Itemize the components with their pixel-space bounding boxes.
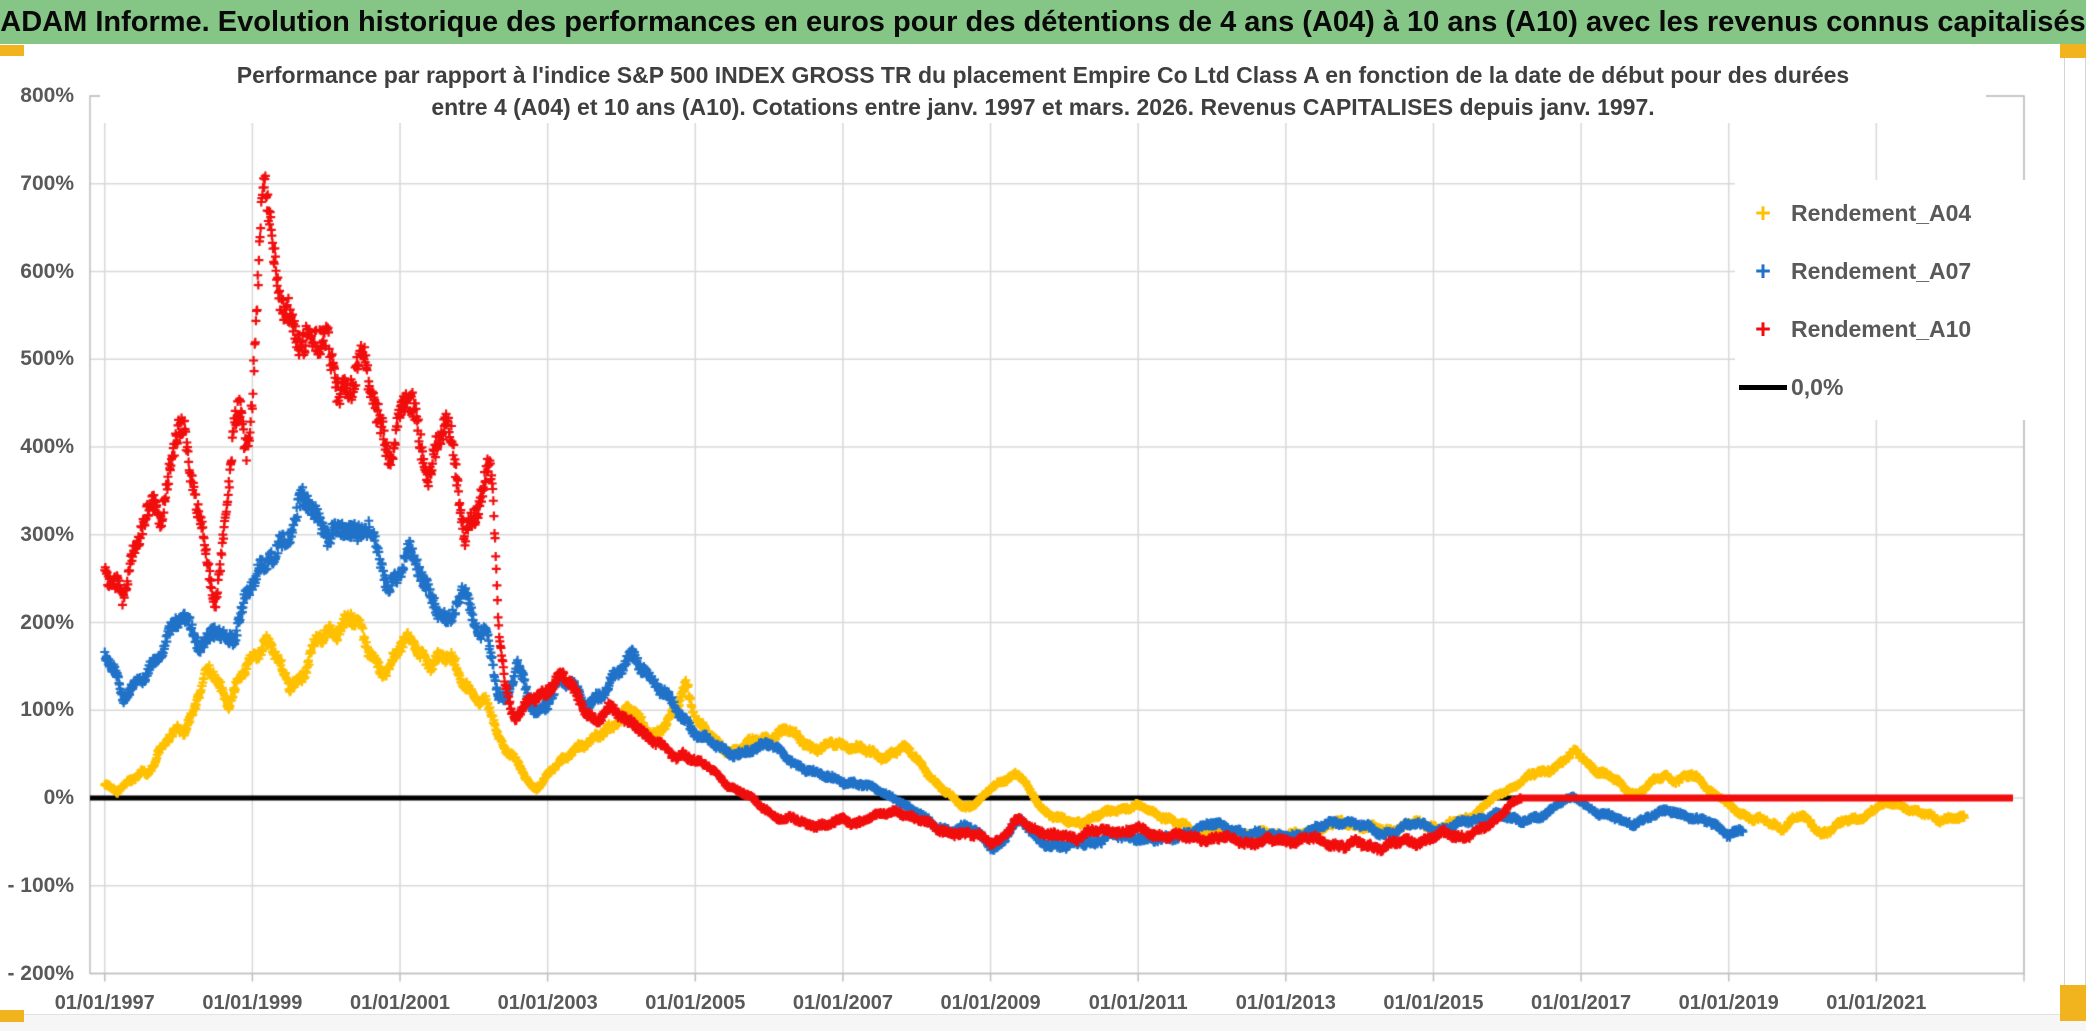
x-axis-tick-label: 01/01/2015 <box>1383 992 1484 1014</box>
legend-label: Rendement_A04 <box>1791 199 1972 226</box>
legend-entry-zero-line: 0,0% <box>1735 358 2065 416</box>
y-axis-tick-label: 800% <box>20 84 74 107</box>
x-axis-tick-label: 01/01/2011 <box>1088 992 1188 1014</box>
plus-marker-icon: + <box>1755 198 1771 228</box>
gold-accent-top-left <box>0 45 24 56</box>
x-axis-tick-label: 01/01/2021 <box>1826 992 1927 1014</box>
y-axis-tick-label: 200% <box>20 610 74 634</box>
plus-marker-icon: + <box>1755 256 1771 286</box>
x-axis-tick-label: 01/01/2017 <box>1531 992 1632 1014</box>
plus-marker-icon: + <box>1755 314 1771 344</box>
y-axis-tick-label: 600% <box>20 259 74 283</box>
bottom-strip <box>0 1014 2086 1031</box>
legend-label: Rendement_A07 <box>1791 257 1972 284</box>
legend-label: Rendement_A10 <box>1791 315 1972 342</box>
y-axis-tick-label: 400% <box>20 435 74 458</box>
x-axis-tick-label: 01/01/2007 <box>792 992 893 1014</box>
y-axis-tick-label: - 100% <box>7 873 74 897</box>
y-axis-tick-label: 0% <box>43 786 74 809</box>
legend-label: 0,0% <box>1791 373 1844 400</box>
x-axis-tick-label: 01/01/2009 <box>940 992 1041 1014</box>
legend-entry-rendement-a07: + Rendement_A07 <box>1735 242 2065 300</box>
chart-title-line2: entre 4 (A04) et 10 ans (A10). Cotations… <box>100 91 1986 123</box>
gold-accent-bottom-right <box>2060 985 2086 1021</box>
chart-legend: + Rendement_A04 + Rendement_A07 + Rendem… <box>1735 180 2065 420</box>
y-axis-tick-label: - 200% <box>7 961 74 985</box>
legend-entry-rendement-a10: + Rendement_A10 <box>1735 300 2065 358</box>
gold-accent-bottom-left <box>0 1010 24 1022</box>
x-axis-tick-label: 01/01/1999 <box>202 992 303 1014</box>
page-title: ADAM Informe. Evolution historique des p… <box>0 5 2086 38</box>
x-axis-tick-label: 01/01/2013 <box>1235 992 1336 1014</box>
right-edge-column <box>2064 44 2086 1022</box>
x-axis-tick-label: 01/01/2003 <box>497 992 598 1014</box>
header-banner: ADAM Informe. Evolution historique des p… <box>0 0 2086 44</box>
y-axis-tick-label: 300% <box>20 522 74 546</box>
chart-title-line1: Performance par rapport à l'indice S&P 5… <box>100 59 1986 91</box>
y-axis-tick-label: 700% <box>20 171 74 195</box>
y-axis-tick-label: 500% <box>20 347 74 371</box>
x-axis-tick-label: 01/01/2019 <box>1678 992 1779 1014</box>
x-axis-tick-label: 01/01/2001 <box>349 992 451 1014</box>
y-axis-tick-label: 100% <box>20 698 74 722</box>
x-axis-tick-label: 01/01/1997 <box>54 992 155 1014</box>
zero-line-swatch-icon <box>1739 384 1787 390</box>
gold-accent-top-right <box>2060 44 2086 58</box>
legend-entry-rendement-a04: + Rendement_A04 <box>1735 184 2065 242</box>
x-axis-tick-label: 01/01/2005 <box>645 992 746 1014</box>
